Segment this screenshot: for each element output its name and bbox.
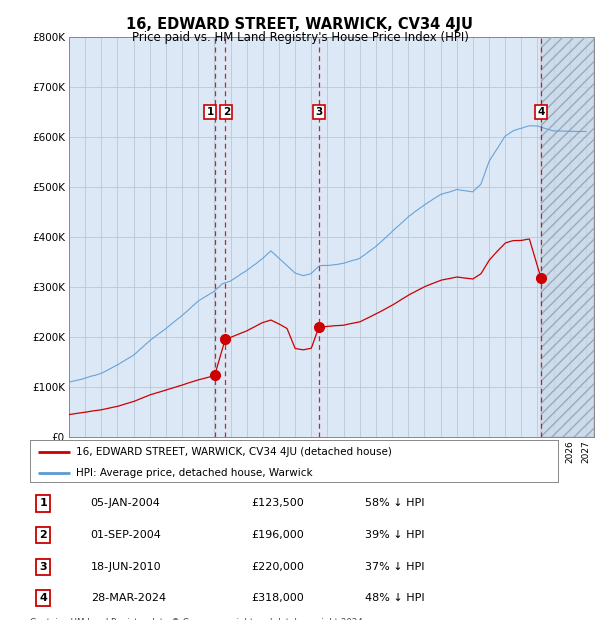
Text: £318,000: £318,000 [252, 593, 305, 603]
Text: 2: 2 [223, 107, 230, 117]
Text: 3: 3 [40, 562, 47, 572]
Text: 01-SEP-2004: 01-SEP-2004 [91, 530, 161, 540]
Bar [541, 37, 594, 437]
Text: 05-JAN-2004: 05-JAN-2004 [91, 498, 161, 508]
Text: 39% ↓ HPI: 39% ↓ HPI [365, 530, 425, 540]
Text: 28-MAR-2024: 28-MAR-2024 [91, 593, 166, 603]
Text: 16, EDWARD STREET, WARWICK, CV34 4JU: 16, EDWARD STREET, WARWICK, CV34 4JU [127, 17, 473, 32]
Text: 4: 4 [538, 107, 545, 117]
Text: 48% ↓ HPI: 48% ↓ HPI [365, 593, 425, 603]
Text: £220,000: £220,000 [252, 562, 305, 572]
Text: 1: 1 [40, 498, 47, 508]
Bar [541, 37, 594, 437]
Text: £123,500: £123,500 [252, 498, 305, 508]
Text: £196,000: £196,000 [252, 530, 305, 540]
Text: 2: 2 [40, 530, 47, 540]
Text: 18-JUN-2010: 18-JUN-2010 [91, 562, 161, 572]
Text: 58% ↓ HPI: 58% ↓ HPI [365, 498, 425, 508]
Text: 37% ↓ HPI: 37% ↓ HPI [365, 562, 425, 572]
Text: 16, EDWARD STREET, WARWICK, CV34 4JU (detached house): 16, EDWARD STREET, WARWICK, CV34 4JU (de… [76, 446, 392, 456]
Text: Contains HM Land Registry data © Crown copyright and database right 2024.: Contains HM Land Registry data © Crown c… [30, 618, 365, 620]
Text: 3: 3 [315, 107, 322, 117]
Text: 4: 4 [39, 593, 47, 603]
Text: Price paid vs. HM Land Registry's House Price Index (HPI): Price paid vs. HM Land Registry's House … [131, 31, 469, 44]
Text: 1: 1 [206, 107, 214, 117]
Text: HPI: Average price, detached house, Warwick: HPI: Average price, detached house, Warw… [76, 468, 313, 478]
